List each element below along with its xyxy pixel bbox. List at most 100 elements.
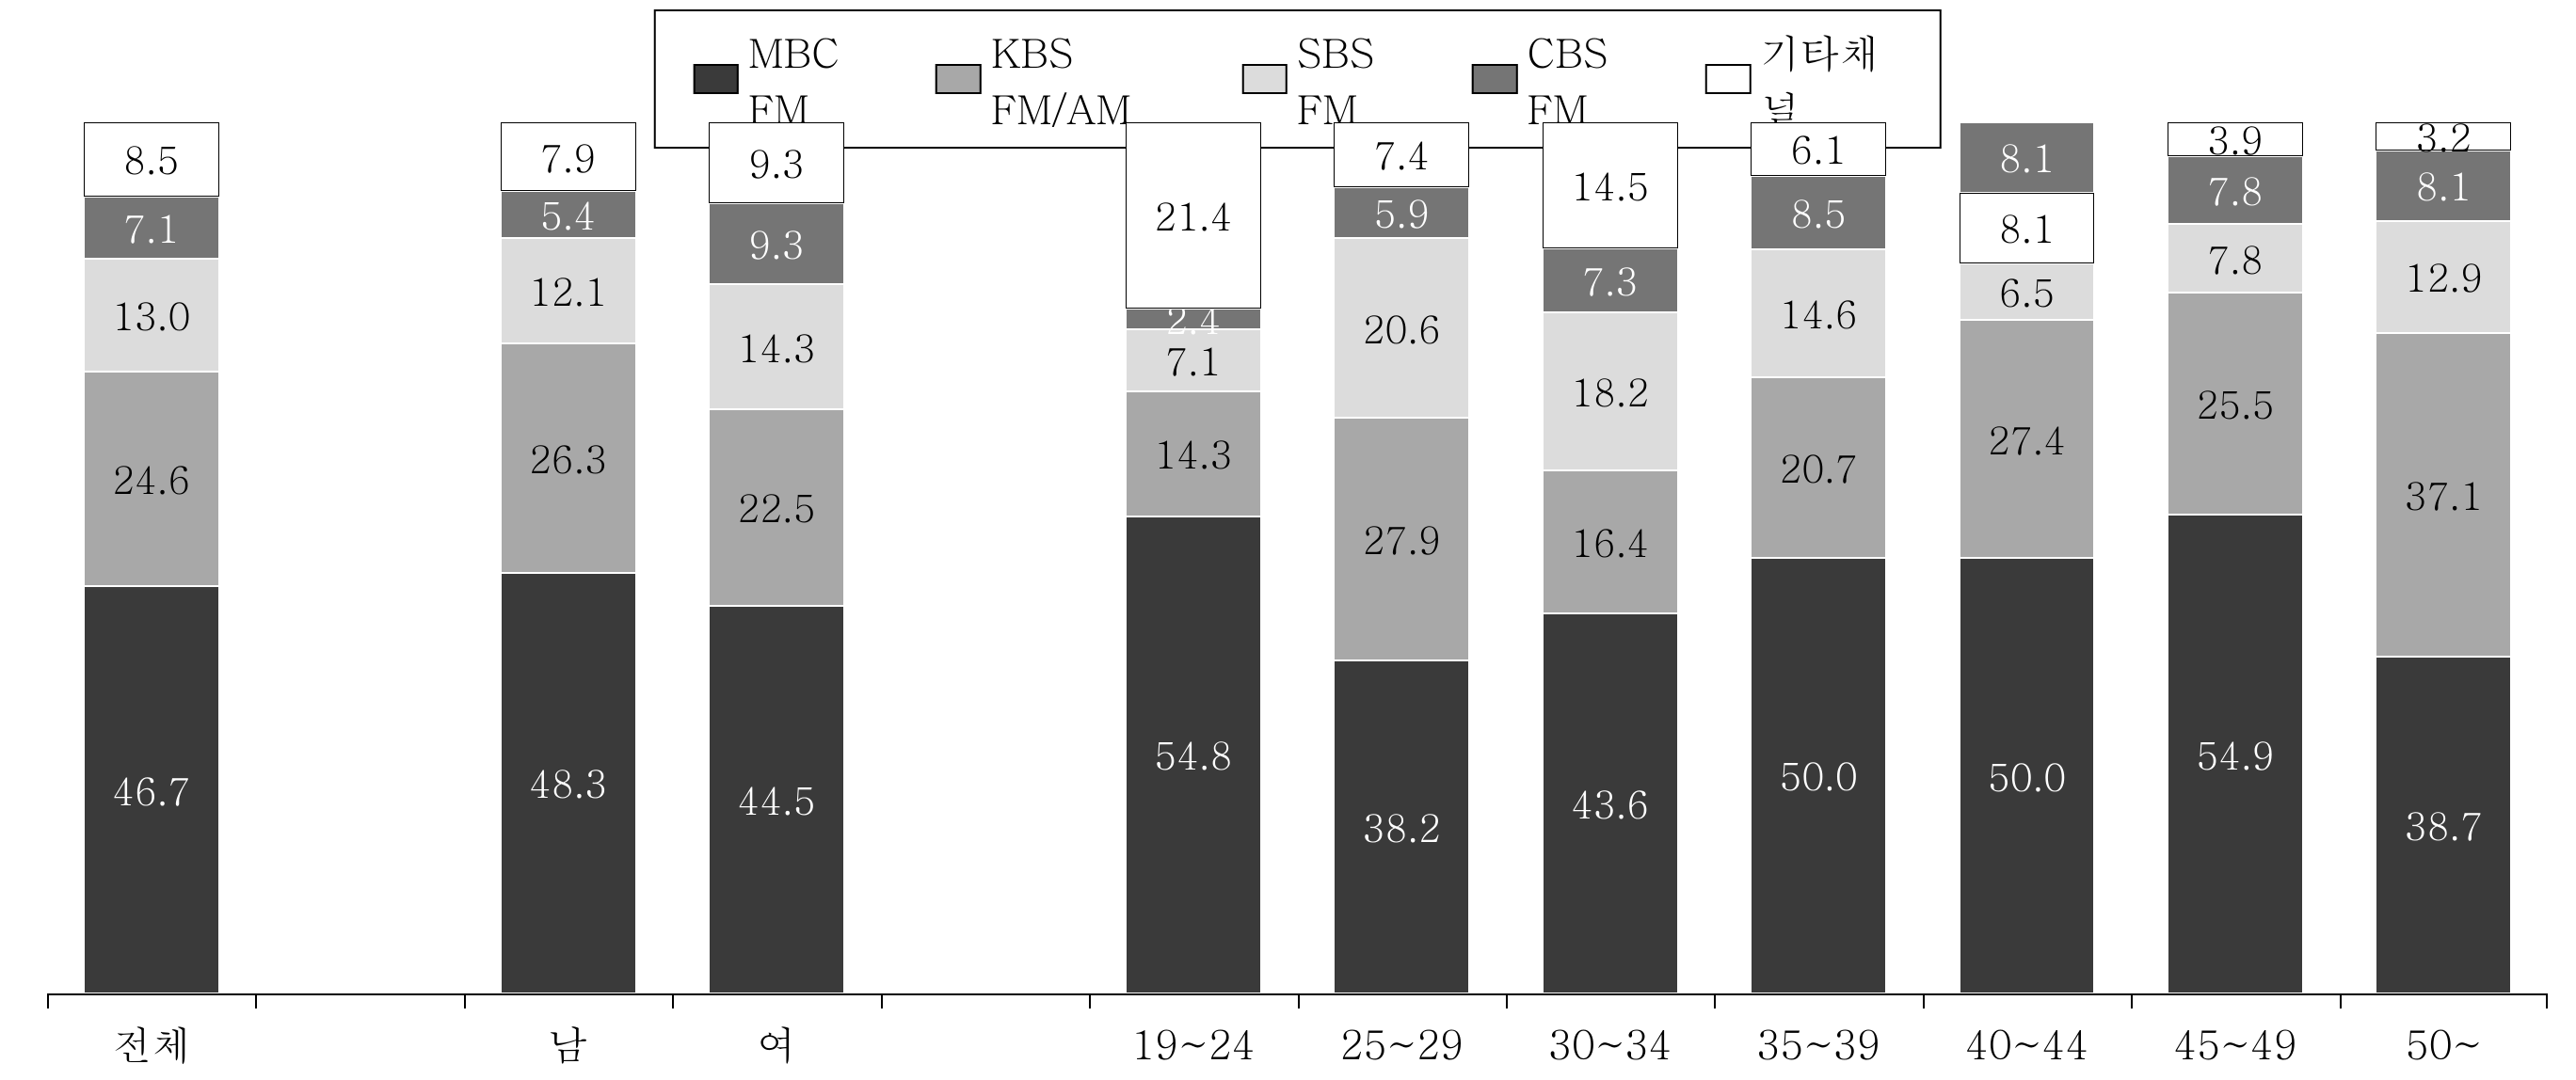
- bar-segment-kbs: 24.6: [84, 372, 219, 586]
- bar-segment-mbc: 46.7: [84, 586, 219, 993]
- segment-value-label: 14.3: [1154, 435, 1232, 472]
- bar-segment-sbs: 12.1: [501, 238, 636, 343]
- segment-value-label: 12.9: [2405, 258, 2483, 295]
- bar-segment-cbs: 7.3: [1543, 248, 1678, 312]
- bar-segment-sbs: 13.0: [84, 259, 219, 373]
- chart-plot-area: 46.724.613.07.18.5전체48.326.312.15.47.9남4…: [47, 122, 2548, 995]
- segment-value-label: 9.3: [748, 225, 804, 262]
- bar-slot: 44.522.514.39.39.3여: [672, 122, 880, 993]
- segment-value-label: 7.1: [123, 209, 179, 246]
- bar-slot: 38.227.920.65.97.425~29: [1298, 122, 1506, 993]
- segment-value-label: 37.1: [2405, 476, 2483, 514]
- stacked-bar-chart: MBC FM KBS FM/AM SBS FM CBS FM 기타채널 46.7 24.6…: [9, 9, 2576, 1071]
- bar-slot: 48.326.312.15.47.9남: [464, 122, 672, 993]
- segment-value-label: 50.0: [1780, 756, 1858, 794]
- bar-slot: 50.020.714.68.56.135~39: [1714, 122, 1922, 993]
- bar-segment-kbs: 37.1: [2376, 333, 2511, 657]
- segment-value-label: 26.3: [529, 439, 607, 477]
- segment-value-label: 21.4: [1154, 197, 1232, 234]
- bar-segment-cbs: 5.9: [1334, 187, 1469, 239]
- segment-value-label: 8.5: [123, 140, 179, 178]
- segment-value-label: 8.5: [1790, 194, 1846, 231]
- bar-segment-kbs: 16.4: [1543, 470, 1678, 613]
- bar-spacer: [255, 122, 463, 993]
- bar-segment-etc: 9.3: [709, 122, 844, 203]
- bar-segment-sbs: 18.2: [1543, 312, 1678, 471]
- bar-segment-mbc: 48.3: [501, 573, 636, 993]
- segment-value-label: 14.6: [1780, 294, 1858, 332]
- bar-segment-mbc: 50.0: [1960, 558, 2095, 993]
- segment-value-label: 24.6: [112, 460, 190, 498]
- bar-segment-cbs: 2.4: [1126, 309, 1261, 329]
- bar-slot: 54.814.37.12.421.419~24: [1089, 122, 1297, 993]
- legend-label-sbs: SBS FM: [1297, 23, 1432, 135]
- bar-slot: 54.925.57.87.83.945~49: [2131, 122, 2339, 993]
- stacked-bar: 54.925.57.87.83.9: [2168, 122, 2303, 993]
- segment-value-label: 54.9: [2196, 736, 2274, 773]
- bar-segment-mbc: 54.8: [1126, 516, 1261, 993]
- legend-label-kbs: KBS FM/AM: [991, 23, 1202, 135]
- stacked-bar: 38.2 27.9 20.6 5.97.4: [1334, 122, 1469, 993]
- legend-swatch-etc: [1705, 64, 1752, 94]
- segment-value-label: 16.4: [1571, 523, 1649, 561]
- segment-value-label: 54.8: [1154, 736, 1232, 773]
- legend-label-cbs: CBS FM: [1528, 23, 1666, 135]
- segment-value-label: 14.3: [737, 328, 815, 366]
- bar-segment-kbs: 27.9: [1334, 418, 1469, 660]
- bar-segment-cbs: 8.5: [1751, 176, 1886, 250]
- bar-segment-mbc: 38.2: [1334, 660, 1469, 993]
- bar-slot: 46.724.613.07.18.5전체: [47, 122, 255, 993]
- bar-slot: 38.737.112.98.13.250~: [2340, 122, 2548, 993]
- segment-value-label: 38.7: [2405, 806, 2483, 844]
- legend-item-etc: 기타채널: [1705, 23, 1902, 135]
- bar-segment-cbs: 7.1: [84, 197, 219, 259]
- bar-segment-sbs: 6.5: [1960, 263, 2095, 320]
- segment-value-label: 6.1: [1790, 130, 1846, 167]
- bar-segment-etc: 3.2: [2376, 122, 2511, 151]
- segment-value-label: 8.1: [2416, 167, 2472, 204]
- bar-segment-kbs: 26.3: [501, 343, 636, 573]
- bar-segment-sbs: 14.3: [709, 284, 844, 409]
- stacked-bar: 48.3 26.3 12.1 5.4 7.9: [501, 122, 636, 993]
- segment-value-label: 20.7: [1780, 449, 1858, 486]
- bar-segment-mbc: 43.6: [1543, 613, 1678, 993]
- segment-value-label: 12.1: [529, 272, 607, 310]
- legend-label-mbc: MBC FM: [748, 23, 896, 135]
- segment-value-label: 13.0: [112, 296, 190, 334]
- bar-segment-sbs: 7.8: [2168, 224, 2303, 292]
- segment-value-label: 8.1: [1999, 209, 2055, 246]
- segment-value-label: 3.9: [2207, 120, 2263, 158]
- segment-value-label: 27.4: [1988, 421, 2066, 458]
- bar-spacer: [881, 122, 1089, 993]
- category-label: 40~44: [1965, 1014, 2089, 1071]
- segment-value-label: 43.6: [1571, 785, 1649, 822]
- bar-segment-etc: 7.9: [501, 122, 636, 191]
- bar-segment-etc: 21.4: [1126, 122, 1261, 309]
- stacked-bar: 50.027.46.58.18.1: [1960, 122, 2095, 993]
- category-label: 25~29: [1339, 1014, 1464, 1071]
- bar-segment-cbs: 5.4: [501, 191, 636, 238]
- bar-segment-kbs: 22.5: [709, 409, 844, 606]
- category-label: 전체: [112, 1014, 191, 1071]
- segment-value-label: 38.2: [1363, 808, 1441, 846]
- category-label: 19~24: [1131, 1014, 1256, 1071]
- bar-segment-mbc: 54.9: [2168, 515, 2303, 993]
- segment-value-label: 18.2: [1571, 373, 1649, 410]
- segment-value-label: 3.2: [2416, 118, 2472, 155]
- stacked-bar: 54.814.37.12.421.4: [1126, 122, 1261, 993]
- bar-segment-kbs: 20.7: [1751, 377, 1886, 558]
- segment-value-label: 7.9: [540, 138, 596, 176]
- legend-swatch-kbs: [936, 64, 982, 94]
- bar-segment-kbs: 25.5: [2168, 293, 2303, 515]
- legend-label-etc: 기타채널: [1760, 23, 1901, 135]
- segment-value-label: 7.3: [1582, 262, 1638, 299]
- category-label: 남: [549, 1014, 588, 1071]
- stacked-bar: 50.0 20.7 14.6 8.5 6.1: [1751, 122, 1886, 993]
- legend-item-cbs: CBS FM: [1472, 23, 1666, 135]
- segment-value-label: 20.6: [1363, 310, 1441, 347]
- segment-value-label: 9.3: [748, 144, 804, 182]
- bar-segment-sbs: 12.9: [2376, 221, 2511, 333]
- category-label: 30~34: [1548, 1014, 1672, 1071]
- legend-item-kbs: KBS FM/AM: [936, 23, 1202, 135]
- bar-segment-etc: 7.4: [1334, 122, 1469, 187]
